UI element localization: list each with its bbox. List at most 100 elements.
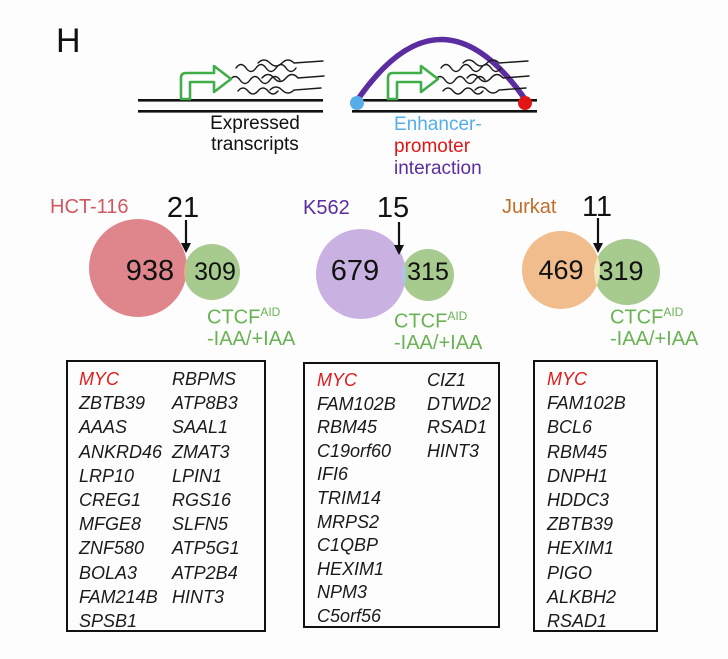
gene-name: HEXIM1: [547, 538, 615, 559]
ctcf-aid-label-hct116: CTCFAID -IAA/+IAA: [207, 302, 295, 350]
gene-name: HINT3: [427, 440, 480, 461]
promoter-dot-icon: [518, 96, 532, 110]
cell-line-title-k562: K562: [303, 197, 350, 219]
gene-name: PIGO: [547, 562, 593, 583]
transcript-squiggles-icon: [229, 59, 325, 95]
dna-line-icon: [352, 99, 537, 113]
ctcf-aid-line2: -IAA/+IAA: [610, 327, 699, 350]
ctcf-aid-label-jurkat: CTCFAID -IAA/+IAA: [610, 302, 698, 350]
gene-name: RBM45: [547, 441, 608, 462]
gene-name: ZNF580: [79, 538, 145, 559]
gene-name: BCL6: [547, 417, 593, 438]
ctcf-aid-line2: -IAA/+IAA: [394, 331, 483, 354]
gene-name: RBM45: [317, 417, 378, 438]
gene-name: ZMAT3: [172, 441, 230, 462]
gene-name: RGS16: [172, 490, 232, 511]
ctcf-aid-line2: -IAA/+IAA: [207, 327, 296, 350]
panel-label: H: [56, 22, 81, 60]
gene-name: SPSB1: [79, 611, 138, 632]
gene-box-k562: MYC FAM102B RBM45 C19orf60 IFI6 TRIM14 MRPS2 C1…: [303, 362, 500, 628]
enhancer-dot-icon: [350, 96, 364, 110]
gene-name: IFI6: [317, 464, 349, 485]
caption-line: transcripts: [211, 134, 299, 155]
transcript-squiggles-icon: [434, 59, 530, 95]
gene-name: AAAS: [79, 417, 128, 438]
enhancer-promoter-caption: Enhancer- promoter interaction: [394, 114, 482, 180]
gene-name: C1QBP: [317, 535, 379, 556]
gene-name: FAM214B: [79, 586, 158, 607]
overlap-count-hct116: 21: [166, 192, 200, 224]
gene-name: MRPS2: [317, 511, 380, 532]
venn-left-value-hct116: 938: [125, 255, 175, 287]
venn-right-value-hct116: 309: [194, 258, 236, 286]
gene-column: CIZ1 DTWD2 RSAD1 HINT3: [427, 369, 491, 463]
ctcf-sup: AID: [447, 309, 468, 323]
gene-name: MYC: [317, 370, 357, 390]
gene-column: MYC FAM102B RBM45 C19orf60 IFI6 TRIM14 MRPS2 C1…: [317, 369, 396, 629]
ctcf-base: CTCF: [394, 310, 448, 333]
gene-name: MYC: [547, 369, 587, 389]
gene-name: HEXIM1: [317, 558, 385, 579]
promoter-caption-line: promoter: [394, 136, 471, 157]
ctcf-aid-label-k562: CTCFAID -IAA/+IAA: [394, 306, 482, 354]
gene-name: ATP8B3: [172, 393, 238, 414]
gene-name: TRIM14: [317, 487, 382, 508]
gene-name: RSAD1: [427, 417, 488, 438]
gene-name: LPIN1: [172, 465, 223, 486]
ctcf-sup: AID: [260, 305, 281, 319]
gene-name: NPM3: [317, 582, 368, 603]
expressed-transcripts-caption: Expressed transcripts: [185, 113, 325, 155]
gene-name: MFGE8: [79, 514, 142, 535]
enhancer-caption-line: Enhancer-: [394, 114, 482, 135]
overlap-count-jurkat: 11: [581, 191, 613, 223]
dna-line-icon: [138, 99, 323, 113]
gene-name: MYC: [79, 369, 119, 389]
cell-line-title-hct116: HCT-116: [50, 196, 129, 218]
gene-name: ANKRD46: [79, 441, 163, 462]
transcription-arrow-icon: [179, 64, 233, 101]
gene-name: RSAD1: [547, 611, 608, 632]
gene-name: SAAL1: [172, 417, 229, 438]
gene-name: BOLA3: [79, 562, 138, 583]
gene-name: DNPH1: [547, 465, 609, 486]
venn-right-value-k562: 315: [407, 258, 449, 286]
gene-name: HDDC3: [547, 490, 610, 511]
gene-name: CREG1: [79, 490, 142, 511]
transcription-arrow-icon: [386, 64, 440, 101]
gene-name: ATP2B4: [172, 562, 238, 583]
gene-box-jurkat: MYC FAM102B BCL6 RBM45 DNPH1 HDDC3 ZBTB39 HEXIM…: [533, 360, 658, 632]
interaction-caption-line: interaction: [394, 158, 482, 179]
overlap-arrow-icon: [394, 222, 404, 255]
gene-name: ZBTB39: [547, 514, 614, 535]
ctcf-aid-line1: CTCFAID: [610, 302, 698, 329]
ctcf-aid-line1: CTCFAID: [394, 306, 482, 333]
gene-name: CIZ1: [427, 370, 467, 390]
venn-right-value-jurkat: 319: [598, 256, 644, 286]
gene-name: FAM102B: [547, 393, 626, 414]
ctcf-base: CTCF: [207, 306, 261, 329]
venn-left-value-k562: 679: [330, 255, 380, 287]
ctcf-aid-line1: CTCFAID: [207, 302, 295, 329]
gene-name: ZBTB39: [79, 393, 146, 414]
gene-name: FAM102B: [317, 393, 396, 414]
gene-name: C19orf60: [317, 440, 392, 461]
gene-name: SLFN5: [172, 514, 229, 535]
gene-name: HINT3: [172, 586, 225, 607]
overlap-count-k562: 15: [376, 192, 410, 224]
venn-left-value-jurkat: 469: [538, 255, 584, 285]
gene-column: MYC FAM102B BCL6 RBM45 DNPH1 HDDC3 ZBTB39 HEXIM…: [547, 367, 626, 633]
gene-name: DTWD2: [427, 393, 491, 414]
gene-box-hct116: MYC ZBTB39 AAAS ANKRD46 LRP10 CREG1 MFGE8 ZNF58…: [66, 360, 266, 632]
gene-name: C5orf56: [317, 605, 382, 626]
gene-name: LRP10: [79, 465, 135, 486]
interaction-arc-icon: [353, 36, 530, 105]
gene-column: MYC ZBTB39 AAAS ANKRD46 LRP10 CREG1 MFGE8 ZNF58…: [79, 367, 162, 633]
ctcf-sup: AID: [663, 305, 684, 319]
caption-line: Expressed: [210, 113, 300, 134]
ctcf-base: CTCF: [610, 306, 664, 329]
cell-line-title-jurkat: Jurkat: [502, 196, 557, 218]
gene-name: ALKBH2: [547, 586, 617, 607]
gene-name: RBPMS: [172, 369, 237, 389]
gene-column: RBPMS ATP8B3 SAAL1 ZMAT3 LPIN1 RGS16 SLFN5 ATP5…: [172, 367, 240, 609]
